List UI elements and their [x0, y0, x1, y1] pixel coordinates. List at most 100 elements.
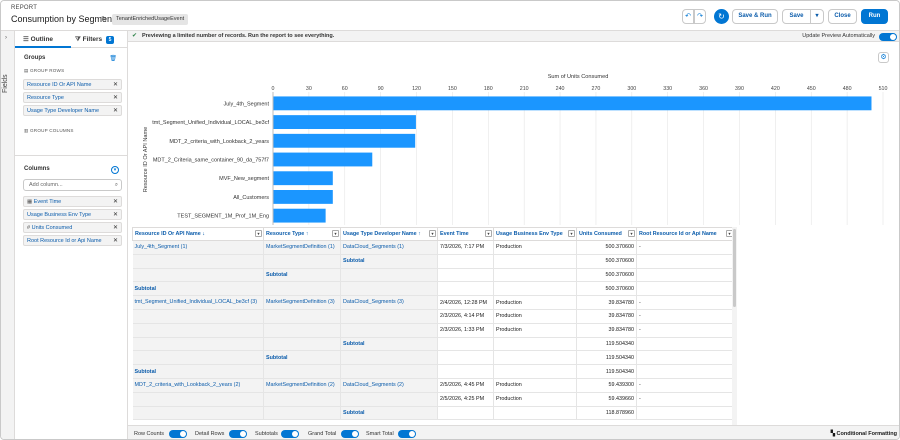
table-cell [437, 254, 494, 269]
column-menu-chevron-icon[interactable]: ▾ [332, 230, 339, 237]
bar-chart: Sum of Units Consumed 0 30 60 90 120 150 180 210… [143, 74, 887, 225]
table-cell[interactable]: tmt_Segment_Unified_Individual_LOCAL_be3… [132, 295, 264, 310]
table-cell: - [636, 392, 735, 407]
group-row-pill[interactable]: Resource ID Or API Name ✕ [23, 79, 122, 90]
row-counts-toggle[interactable] [169, 430, 187, 438]
edit-pencil-icon[interactable]: ✎ [101, 16, 107, 23]
table-scrollbar[interactable] [732, 227, 737, 431]
column-menu-chevron-icon[interactable]: ▾ [568, 230, 575, 237]
detail-rows-toggle[interactable] [229, 430, 247, 438]
fields-rail[interactable]: › Fields [1, 31, 15, 439]
table-cell[interactable]: MDT_2_criteria_with_Lookback_2_years (2) [132, 378, 264, 393]
table-cell [493, 406, 577, 421]
add-column-input[interactable]: Add column... ⌕ [23, 179, 122, 191]
table-cell [636, 268, 735, 283]
table-cell [263, 337, 341, 352]
column-header-label: Event Time [440, 231, 469, 237]
table-cell: 118.878960 [576, 406, 637, 421]
update-preview-toggle[interactable] [879, 32, 897, 41]
tab-filters[interactable]: ⧩ Filters 5 [75, 31, 127, 48]
table-cell: 2/4/2026, 12:28 PM [437, 295, 494, 310]
column-header[interactable]: Usage Business Env Type ▾ [493, 227, 577, 241]
refresh-icon[interactable]: ↻ [714, 9, 729, 24]
chart-settings-gear-icon[interactable]: ⚙ [878, 52, 889, 63]
table-cell [493, 337, 577, 352]
table-row: Subtotal 119.504340 [132, 350, 735, 366]
subtotals-toggle[interactable] [281, 430, 299, 438]
table-cell [437, 406, 494, 421]
y-axis-label: Resource ID Or API Name [143, 127, 149, 193]
preview-message: Previewing a limited number of records. … [142, 33, 335, 39]
remove-icon[interactable]: ✕ [112, 238, 118, 244]
columns-menu-chevron-icon[interactable]: ▾ [111, 166, 119, 174]
table-cell[interactable]: July_4th_Segment (1) [132, 240, 264, 255]
table-cell[interactable]: MarketSegmentDefinition (3) [263, 295, 341, 310]
trash-icon[interactable]: 🗑 [109, 56, 117, 62]
remove-icon[interactable]: ✕ [112, 212, 118, 218]
column-label: Units Consumed [31, 225, 73, 231]
tab-outline[interactable]: ☰ Outline [15, 31, 71, 48]
column-pill[interactable]: Usage Business Env Type ✕ [23, 209, 122, 220]
chart-bar [273, 133, 416, 148]
table-cell [636, 281, 735, 297]
table-cell[interactable]: DataCloud_Segments (3) [340, 295, 438, 310]
remove-icon[interactable]: ✕ [112, 225, 118, 231]
column-menu-chevron-icon[interactable]: ▾ [485, 230, 492, 237]
category-label: TEST_SEGMENT_1M_Prof_1M_Eng [177, 214, 269, 220]
run-button[interactable]: Run [861, 9, 888, 24]
column-header[interactable]: Units Consumed ▾ [576, 227, 637, 241]
column-pill[interactable]: ▦ Event Time ✕ [23, 196, 122, 207]
column-header[interactable]: Usage Type Developer Name ↑ ▾ [340, 227, 438, 241]
search-icon: ⌕ [114, 182, 118, 188]
group-row-pill[interactable]: Usage Type Developer Name ✕ [23, 105, 122, 116]
detail-rows-label: Detail Rows [195, 431, 225, 437]
save-run-button[interactable]: Save & Run [732, 9, 778, 24]
close-button[interactable]: Close [828, 9, 857, 24]
column-menu-chevron-icon[interactable]: ▾ [255, 230, 262, 237]
remove-icon[interactable]: ✕ [112, 199, 118, 205]
fields-rail-label[interactable]: Fields [2, 74, 9, 93]
group-row-label: Resource Type [27, 95, 64, 101]
column-header[interactable]: Event Time ▾ [437, 227, 494, 241]
x-tick-label: 120 [412, 86, 421, 92]
expand-chevron-icon[interactable]: › [5, 35, 7, 41]
smart-total-toggle[interactable] [398, 430, 416, 438]
table-cell[interactable]: MarketSegmentDefinition (1) [263, 240, 341, 255]
undo-icon[interactable]: ↶ [682, 9, 694, 24]
remove-icon[interactable]: ✕ [112, 95, 118, 101]
save-button[interactable]: Save [782, 9, 811, 24]
column-menu-chevron-icon[interactable]: ▾ [429, 230, 436, 237]
columns-icon: ▥ [24, 128, 29, 133]
table-cell[interactable]: DataCloud_Segments (1) [340, 240, 438, 255]
column-pill[interactable]: Root Resource Id or Api Name ✕ [23, 235, 122, 246]
conditional-formatting-label: Conditional Formatting [836, 431, 898, 437]
table-cell [340, 268, 438, 283]
x-tick-label: 420 [771, 86, 780, 92]
conditional-formatting-button[interactable]: ▚ Conditional Formatting [831, 426, 898, 439]
table-cell[interactable]: MarketSegmentDefinition (2) [263, 378, 341, 393]
column-pill[interactable]: # Units Consumed ✕ [23, 222, 122, 233]
column-header[interactable]: Root Resource Id or Api Name ▾ [636, 227, 735, 241]
scrollbar-thumb[interactable] [733, 229, 736, 307]
category-label: July_4th_Segment [223, 101, 269, 107]
report-title[interactable]: Consumption by Segment [11, 14, 115, 24]
rows-icon: ▤ [24, 68, 29, 73]
save-menu-chevron-icon[interactable]: ▾ [810, 9, 824, 24]
category-label: MVF_New_segment [219, 176, 269, 182]
report-footer: Row Counts Detail Rows Subtotals Grand T… [128, 425, 899, 439]
table-cell [132, 323, 264, 338]
column-header-label: Resource ID Or API Name ↓ [135, 231, 205, 237]
group-rows-label: ▤ GROUP ROWS [24, 68, 64, 74]
table-cell: Subtotal [263, 268, 341, 283]
column-header[interactable]: Resource ID Or API Name ↓ ▾ [132, 227, 264, 241]
group-row-pill[interactable]: Resource Type ✕ [23, 92, 122, 103]
table-cell[interactable]: DataCloud_Segments (2) [340, 378, 438, 393]
remove-icon[interactable]: ✕ [112, 108, 118, 114]
column-menu-chevron-icon[interactable]: ▾ [628, 230, 635, 237]
column-header[interactable]: Resource Type ↑ ▾ [263, 227, 341, 241]
grand-total-toggle[interactable] [341, 430, 359, 438]
table-row: Subtotal 500.370600 [132, 254, 735, 269]
remove-icon[interactable]: ✕ [112, 82, 118, 88]
chart-bar [273, 152, 373, 167]
redo-icon[interactable]: ↷ [694, 9, 706, 24]
